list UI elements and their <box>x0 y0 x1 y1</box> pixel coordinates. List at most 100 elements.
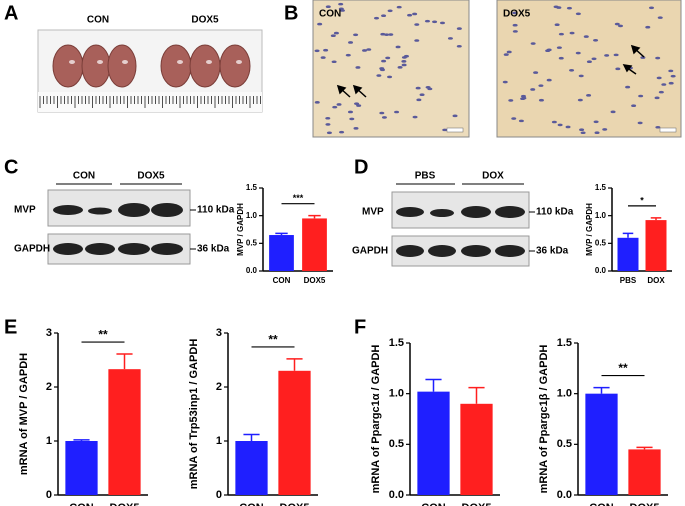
nucleus <box>554 23 560 27</box>
y-tick-label: 2 <box>46 381 52 393</box>
western-blot <box>47 183 196 265</box>
error-bar <box>275 232 288 236</box>
x-tick-label: CON <box>239 502 264 506</box>
nucleus <box>656 76 662 80</box>
bar <box>645 220 667 271</box>
nucleus <box>336 103 342 106</box>
nucleus <box>403 54 409 58</box>
nucleus <box>317 22 323 26</box>
y-tick-label: 1.0 <box>246 211 258 220</box>
nucleus <box>407 13 413 17</box>
nucleus <box>610 110 616 114</box>
group-label: DOX5 <box>191 15 219 26</box>
nucleus <box>314 101 320 104</box>
nucleus <box>631 104 637 108</box>
nucleus <box>347 110 353 114</box>
nucleus <box>338 2 344 6</box>
nucleus <box>512 23 518 27</box>
nucleus <box>331 60 337 64</box>
nucleus <box>432 20 438 24</box>
nucleus <box>569 68 575 72</box>
bar <box>65 441 98 495</box>
y-tick-label: 2 <box>216 381 222 393</box>
y-tick-label: 1.5 <box>246 183 258 192</box>
y-axis-label: MVP / GAPDH <box>236 203 245 256</box>
nucleus <box>349 117 355 121</box>
panel-label: B <box>284 2 298 24</box>
nucleus <box>594 131 600 134</box>
nucleus <box>648 6 654 10</box>
y-axis-label: MVP / GAPDH <box>585 203 594 256</box>
nucleus <box>376 74 382 77</box>
y-tick-label: 3 <box>46 327 52 339</box>
nucleus <box>388 33 394 36</box>
nucleus <box>577 98 583 102</box>
nucleus <box>314 49 320 53</box>
nucleus <box>551 120 557 124</box>
y-tick-label: 1 <box>216 435 222 447</box>
panel-label: C <box>4 156 18 178</box>
nucleus <box>447 37 453 40</box>
size-label: 110 kDa <box>536 207 574 218</box>
nucleus <box>387 9 393 13</box>
nucleus <box>521 96 527 100</box>
nucleus <box>655 125 661 129</box>
error-bar <box>116 353 133 370</box>
nucleus <box>615 67 621 71</box>
nucleus <box>381 14 387 18</box>
bar <box>269 235 294 271</box>
significance-label: * <box>640 195 644 205</box>
nucleus <box>556 6 562 9</box>
group-label: CON <box>87 15 109 26</box>
nucleus <box>533 71 539 74</box>
nucleus <box>320 56 326 59</box>
y-axis-label: mRNA of Trp53inp1 / GAPDH <box>188 339 200 490</box>
nucleus <box>397 66 403 69</box>
y-tick-label: 1.5 <box>595 183 607 192</box>
nucleus <box>325 5 331 9</box>
nucleus <box>546 78 552 82</box>
bar <box>617 237 639 271</box>
x-tick-label: DOX5 <box>304 276 326 285</box>
nucleus <box>385 56 391 60</box>
image-label: CON <box>319 9 341 20</box>
nucleus <box>520 94 526 98</box>
nucleus <box>602 128 608 131</box>
nucleus <box>657 16 663 19</box>
nucleus <box>394 110 400 114</box>
nucleus <box>583 35 589 38</box>
nucleus <box>419 93 425 97</box>
y-tick-label: 1.0 <box>389 388 404 400</box>
y-tick-label: 0.5 <box>595 238 607 247</box>
panel-label: A <box>4 2 18 24</box>
nucleus <box>538 98 544 102</box>
nucleus <box>558 32 564 36</box>
y-tick-label: 3 <box>216 327 222 339</box>
x-tick-label: DOX <box>647 276 665 285</box>
y-tick-label: 0 <box>46 489 52 501</box>
nucleus <box>558 56 564 60</box>
nucleus <box>338 7 344 11</box>
x-tick-label: CON <box>273 276 291 285</box>
nucleus <box>330 34 336 38</box>
x-tick-label: CON <box>69 502 94 506</box>
nucleus <box>512 30 518 33</box>
row-label: GAPDH <box>14 244 50 255</box>
bar <box>460 403 493 495</box>
nucleus <box>658 90 664 94</box>
significance-label: ** <box>98 328 108 342</box>
nucleus <box>569 31 575 35</box>
significance-label: ** <box>618 361 628 375</box>
size-label: 36 kDa <box>197 244 230 255</box>
nucleus <box>546 48 552 52</box>
x-tick-label: DOX5 <box>462 502 492 506</box>
nucleus <box>379 67 385 70</box>
nucleus <box>381 59 387 63</box>
y-tick-label: 0.0 <box>389 489 404 501</box>
nucleus <box>614 22 620 26</box>
nucleus <box>586 60 592 64</box>
y-tick-label: 0.5 <box>389 438 404 450</box>
nucleus <box>414 23 420 26</box>
nucleus <box>593 38 599 42</box>
nucleus <box>508 99 514 102</box>
